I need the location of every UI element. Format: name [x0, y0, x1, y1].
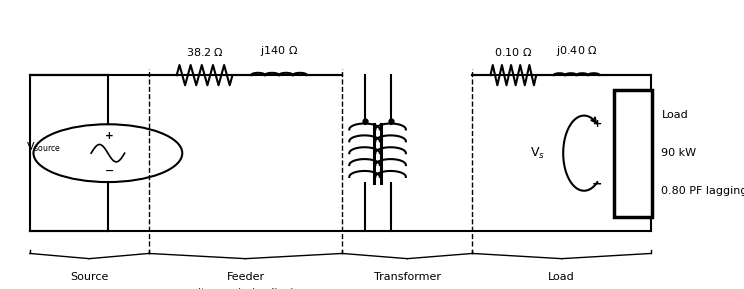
Text: +: + — [105, 131, 114, 141]
Text: 0.80 PF lagging: 0.80 PF lagging — [661, 186, 744, 196]
Text: V$_{\rm source}$: V$_{\rm source}$ — [26, 140, 61, 154]
Text: Transformer: Transformer — [373, 272, 441, 282]
Text: +: + — [593, 119, 602, 129]
Text: −: − — [105, 166, 114, 176]
Text: Load: Load — [661, 110, 688, 120]
Text: Feeder: Feeder — [226, 272, 265, 282]
Text: V$_s$: V$_s$ — [530, 146, 545, 161]
Text: Load: Load — [548, 272, 575, 282]
Bar — [614, 90, 652, 217]
Text: 38.2 $\Omega$: 38.2 $\Omega$ — [186, 46, 223, 58]
Text: j0.40 $\Omega$: j0.40 $\Omega$ — [556, 44, 597, 58]
Text: (transmission line): (transmission line) — [197, 288, 294, 289]
Text: Source: Source — [70, 272, 109, 282]
Text: −: − — [592, 177, 603, 190]
Text: j140 $\Omega$: j140 $\Omega$ — [260, 44, 298, 58]
Text: 90 kW: 90 kW — [661, 148, 696, 158]
Text: 0.10 $\Omega$: 0.10 $\Omega$ — [494, 46, 533, 58]
